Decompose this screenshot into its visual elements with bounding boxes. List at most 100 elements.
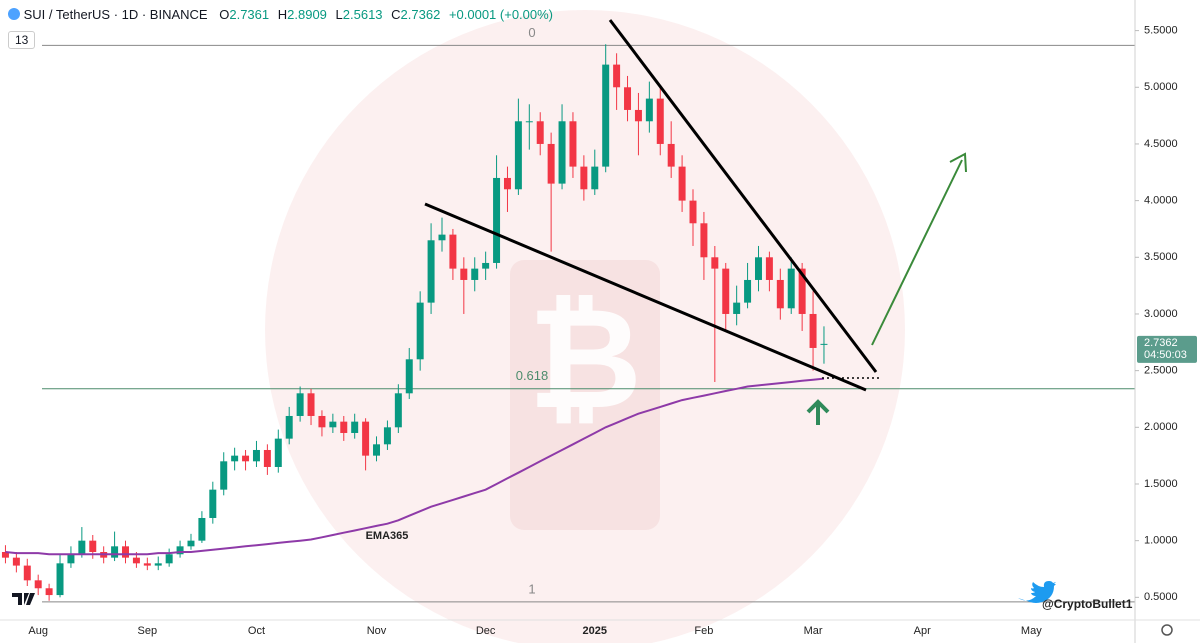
trendline-upper — [608, 19, 878, 373]
candle-body — [678, 166, 686, 201]
y-tick-label: 3.5000 — [1144, 251, 1178, 263]
x-tick-label: Apr — [914, 625, 931, 637]
x-tick-label: Oct — [248, 625, 265, 637]
y-tick-label: 1.5000 — [1144, 478, 1178, 490]
candle-body — [394, 393, 402, 428]
settings-icon[interactable] — [1161, 624, 1173, 636]
candle-body — [285, 415, 293, 439]
y-tick-label: 2.5000 — [1144, 365, 1178, 377]
countdown: 04:50:03 — [1144, 349, 1187, 361]
ohlc-label: H — [277, 7, 288, 22]
candle-body — [689, 200, 697, 224]
ohlc-label: O — [219, 7, 230, 22]
watermark-bitcoin: ₿ — [528, 280, 642, 437]
candle-body — [569, 121, 577, 167]
twitter-icon — [1018, 581, 1056, 603]
change: +0.0001 (+0.00%) — [448, 7, 554, 22]
candle-body — [263, 449, 271, 467]
candle-body — [165, 554, 173, 564]
up-arrow-head — [806, 399, 830, 414]
indicator-badge[interactable]: 13 — [8, 31, 36, 49]
candle-body — [405, 359, 413, 394]
candle-body — [176, 546, 184, 555]
candle-body — [482, 262, 490, 269]
candle-body — [591, 166, 599, 190]
candle-body — [252, 449, 260, 462]
ema-line — [5, 377, 825, 556]
candle-body — [34, 580, 42, 589]
x-tick-label: Aug — [28, 625, 48, 637]
x-tick-label: May — [1021, 625, 1042, 637]
candle-body — [514, 121, 522, 190]
x-tick-label: Sep — [138, 625, 158, 637]
ohlc-value: 2.7362 — [400, 7, 441, 22]
candle-body — [122, 546, 129, 558]
candle-body — [765, 257, 773, 280]
candle-body — [78, 540, 86, 555]
x-tick-label: 2025 — [583, 625, 607, 637]
candle-body — [373, 444, 381, 456]
candle-body — [427, 240, 435, 303]
candle-body — [362, 421, 370, 456]
x-tick-label: Nov — [367, 625, 387, 637]
y-tick-label: 4.5000 — [1144, 138, 1178, 150]
candle-body — [1, 551, 9, 558]
ohlc-value: 2.8909 — [287, 7, 327, 22]
candle-body — [198, 517, 206, 541]
candle-body — [318, 415, 326, 428]
candle-body — [536, 121, 544, 144]
fib-label: 0 — [528, 25, 535, 40]
candle-body — [602, 64, 610, 167]
candle-body — [460, 268, 468, 280]
candle-body — [667, 143, 675, 167]
candle-body — [624, 87, 632, 110]
candle-body — [416, 302, 424, 360]
ohlc-value: 2.5613 — [342, 7, 383, 22]
candle-body — [340, 421, 348, 433]
candle-body — [220, 461, 228, 490]
y-tick-label: 3.0000 — [1144, 308, 1178, 320]
candle-body — [89, 540, 97, 552]
candle-body — [525, 121, 533, 123]
candle-body — [798, 268, 806, 314]
candle-body — [754, 257, 762, 280]
y-tick-label: 4.0000 — [1144, 195, 1178, 207]
fib-label: 1 — [528, 581, 535, 596]
y-tick-label: 5.5000 — [1144, 25, 1178, 37]
fib-label: 0.618 — [516, 368, 549, 383]
ohlc-label: L — [335, 7, 343, 22]
price-tag — [1137, 335, 1197, 363]
y-tick-label: 1.0000 — [1144, 535, 1178, 547]
candle-body — [503, 177, 511, 190]
trendline-lower — [424, 202, 867, 392]
candle-body — [471, 268, 479, 280]
candle-body — [580, 166, 588, 190]
candle-body — [143, 563, 151, 566]
candle-body — [23, 565, 31, 581]
candle-body — [209, 489, 217, 518]
symbol-icon — [8, 8, 20, 20]
x-tick-label: Dec — [476, 625, 496, 637]
candle-body — [776, 279, 784, 309]
x-tick-label: Feb — [694, 625, 713, 637]
candle-body — [383, 427, 391, 445]
candle-body — [744, 279, 752, 303]
candle-body — [307, 393, 315, 416]
candle-body — [56, 563, 64, 596]
candle-body — [634, 109, 642, 122]
price-tag-label: 2.7362 — [1144, 337, 1178, 349]
candle-body — [613, 64, 621, 88]
candle-body — [558, 121, 566, 184]
logo-shape — [12, 593, 35, 605]
ohlc-label: C — [391, 7, 401, 22]
watermark-bottle — [510, 260, 660, 530]
candle-body — [700, 223, 708, 258]
candle-body — [132, 557, 140, 564]
target-arrow — [871, 159, 963, 346]
candle-body — [351, 421, 359, 433]
candle-body — [242, 455, 250, 462]
candle-body — [722, 268, 730, 314]
symbol-title: SUI / TetherUS · 1D · BINANCE — [23, 7, 208, 22]
candle-body — [45, 588, 53, 596]
